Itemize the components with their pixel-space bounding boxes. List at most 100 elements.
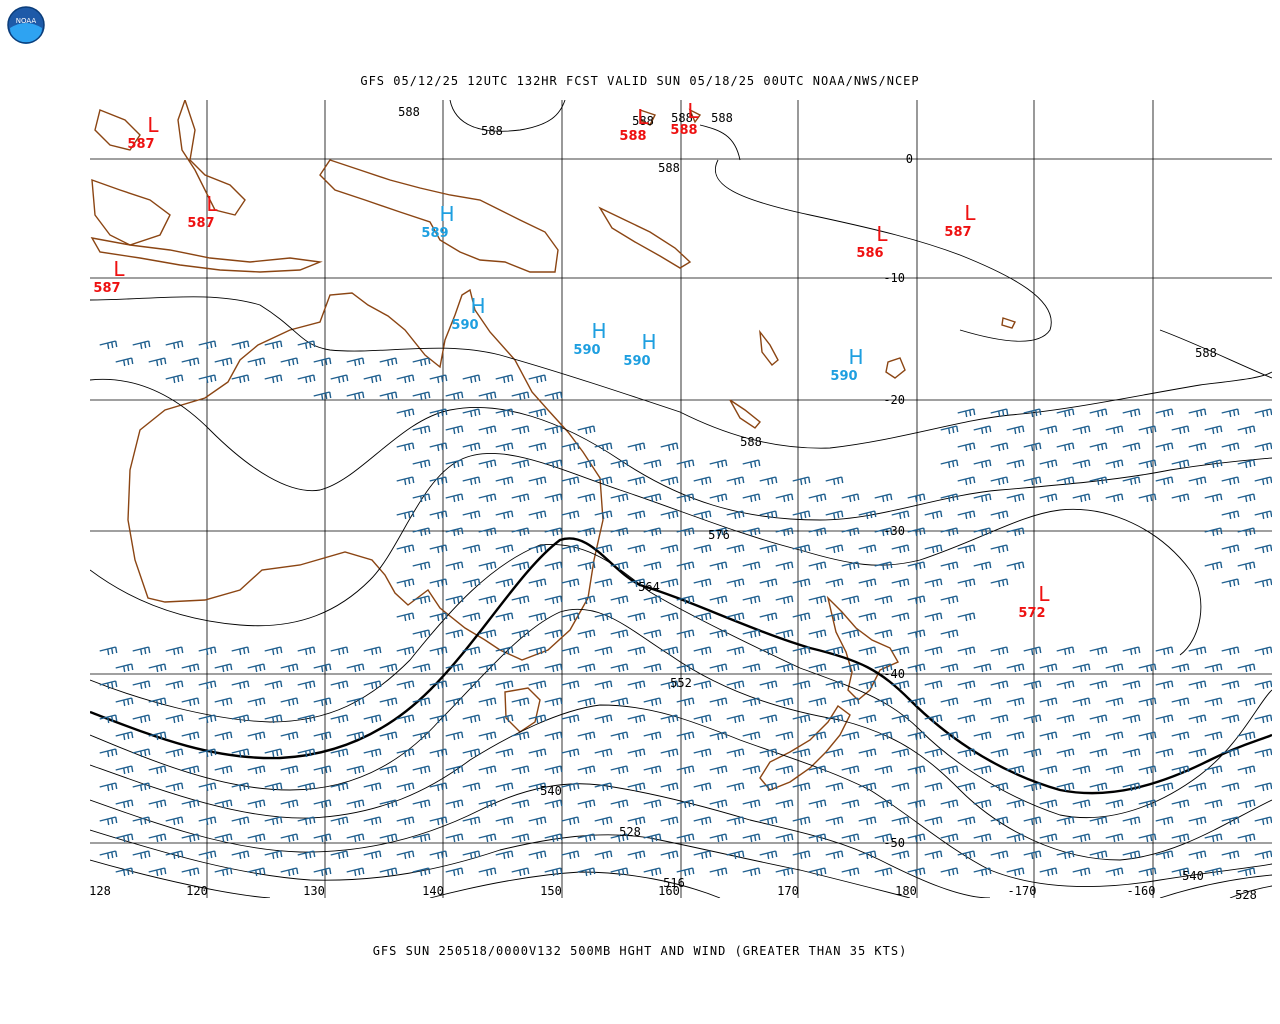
wind-barb xyxy=(594,714,613,724)
wind-barb xyxy=(132,816,151,826)
wind-barb xyxy=(99,850,118,860)
wind-barb xyxy=(1089,680,1108,690)
wind-barb xyxy=(825,782,844,792)
wind-barb xyxy=(1254,714,1272,724)
high-symbol: H xyxy=(439,202,454,226)
wind-barb xyxy=(610,493,629,503)
wind-barb xyxy=(973,493,992,503)
wind-barb xyxy=(1188,816,1207,826)
wind-barb xyxy=(478,595,497,605)
wind-barb xyxy=(379,867,398,877)
wind-barb xyxy=(726,544,745,554)
wind-barb xyxy=(396,850,415,860)
wind-barb xyxy=(264,816,283,826)
wind-barb xyxy=(759,476,778,486)
wind-barb xyxy=(907,629,926,639)
wind-barb xyxy=(676,527,695,537)
wind-barb xyxy=(511,731,530,741)
wind-barb xyxy=(924,816,943,826)
wind-barb xyxy=(1122,748,1141,758)
wind-barb xyxy=(462,408,481,418)
wind-barb xyxy=(445,425,464,435)
wind-barb xyxy=(643,493,662,503)
wind-barb xyxy=(676,731,695,741)
wind-barb xyxy=(627,782,646,792)
wind-barb xyxy=(561,816,580,826)
wind-barb xyxy=(742,595,761,605)
wind-barb xyxy=(990,782,1009,792)
wind-barb xyxy=(825,714,844,724)
wind-barb xyxy=(214,833,233,843)
lat-label: 0 xyxy=(906,152,913,166)
wind-barb xyxy=(874,629,893,639)
wind-barb xyxy=(346,765,365,775)
noaa-logo: NOAA xyxy=(7,6,45,44)
wind-barb xyxy=(874,561,893,571)
wind-barb xyxy=(1006,799,1025,809)
wind-barb xyxy=(1039,833,1058,843)
wind-barb xyxy=(1171,731,1190,741)
wind-barb xyxy=(231,850,250,860)
wind-barb xyxy=(693,578,712,588)
wind-barb xyxy=(330,646,349,656)
wind-barb xyxy=(1204,493,1223,503)
contour-label: 588 xyxy=(481,124,503,138)
wind-barb xyxy=(214,731,233,741)
wind-barb xyxy=(742,629,761,639)
wind-barb xyxy=(1056,680,1075,690)
wind-barb xyxy=(874,527,893,537)
lon-label: -170 xyxy=(1008,884,1037,898)
wind-barb xyxy=(1105,663,1124,673)
wind-barb xyxy=(891,646,910,656)
wind-barb xyxy=(957,442,976,452)
low-symbol: L xyxy=(637,105,649,129)
wind-barb xyxy=(940,799,959,809)
wind-barb xyxy=(874,697,893,707)
wind-barb xyxy=(709,459,728,469)
wind-barb xyxy=(264,646,283,656)
wind-barb xyxy=(924,612,943,622)
wind-barb xyxy=(544,833,563,843)
wind-barb xyxy=(742,731,761,741)
wind-barb xyxy=(841,493,860,503)
wind-barb xyxy=(990,510,1009,520)
wind-barb xyxy=(511,799,530,809)
wind-barb xyxy=(577,765,596,775)
wind-barb xyxy=(1072,663,1091,673)
wind-barb xyxy=(165,782,184,792)
wind-barb xyxy=(313,391,332,401)
wind-barb xyxy=(891,816,910,826)
wind-barb xyxy=(231,646,250,656)
wind-barb xyxy=(924,578,943,588)
wind-barb xyxy=(1039,799,1058,809)
wind-barb xyxy=(1237,799,1256,809)
wind-barb xyxy=(363,850,382,860)
wind-barb xyxy=(891,714,910,724)
wind-barb xyxy=(594,578,613,588)
wind-barb xyxy=(297,646,316,656)
wind-barb xyxy=(660,476,679,486)
wind-barb xyxy=(973,697,992,707)
wind-barb xyxy=(412,629,431,639)
wind-barb xyxy=(247,663,266,673)
wind-barb xyxy=(280,697,299,707)
wind-barb xyxy=(412,697,431,707)
low-value: 587 xyxy=(93,281,120,296)
wind-barb xyxy=(1254,816,1272,826)
wind-barb xyxy=(330,680,349,690)
wind-barb xyxy=(148,357,167,367)
wind-barb xyxy=(1155,714,1174,724)
wind-barb xyxy=(1006,765,1025,775)
wind-barb xyxy=(1155,816,1174,826)
wind-barb xyxy=(907,833,926,843)
wind-barb xyxy=(165,646,184,656)
wind-barb xyxy=(511,867,530,877)
wind-barb xyxy=(1122,714,1141,724)
wind-barb xyxy=(1237,867,1256,877)
wind-barb xyxy=(511,493,530,503)
wind-barb xyxy=(594,476,613,486)
wind-barb xyxy=(1204,561,1223,571)
wind-barb xyxy=(429,850,448,860)
wind-barb xyxy=(445,493,464,503)
